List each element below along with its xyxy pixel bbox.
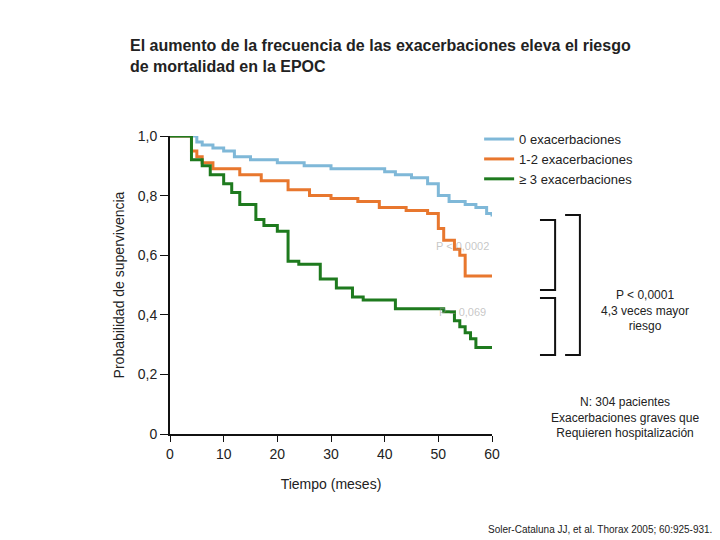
svg-text:0,2: 0,2: [138, 366, 158, 382]
svg-text:Probabilidad de supervivencia: Probabilidad de supervivencia: [111, 191, 127, 378]
svg-text:50: 50: [431, 446, 447, 462]
svg-text:1,0: 1,0: [138, 128, 158, 144]
svg-text:1-2 exacerbaciones: 1-2 exacerbaciones: [519, 152, 633, 167]
svg-text:Soler-Cataluna JJ, et al. Thor: Soler-Cataluna JJ, et al. Thorax 2005; 6…: [488, 524, 712, 535]
svg-text:P < 0,0002: P < 0,0002: [436, 240, 489, 252]
svg-text:0,8: 0,8: [138, 188, 158, 204]
svg-text:N: 304 pacientesExacerbaciones: N: 304 pacientesExacerbaciones graves qu…: [551, 395, 699, 440]
svg-text:40: 40: [377, 446, 393, 462]
svg-text:20: 20: [270, 446, 286, 462]
svg-text:30: 30: [323, 446, 339, 462]
svg-text:0: 0: [166, 446, 174, 462]
svg-text:0: 0: [149, 426, 157, 442]
svg-text:P < 0,00014,3 veces mayorriesg: P < 0,00014,3 veces mayorriesgo: [601, 288, 689, 333]
svg-text:0,6: 0,6: [138, 247, 158, 263]
svg-text:10: 10: [216, 446, 232, 462]
svg-text:El aumento de la frecuencia de: El aumento de la frecuencia de las exace…: [130, 37, 631, 75]
svg-text:≥ 3 exacerbaciones: ≥ 3 exacerbaciones: [519, 172, 632, 187]
svg-text:P = 0,069: P = 0,069: [439, 306, 486, 318]
svg-text:Tiempo (meses): Tiempo (meses): [281, 476, 382, 492]
svg-text:0,4: 0,4: [138, 307, 158, 323]
svg-text:60: 60: [484, 446, 500, 462]
svg-text:0 exacerbaciones: 0 exacerbaciones: [519, 132, 621, 147]
